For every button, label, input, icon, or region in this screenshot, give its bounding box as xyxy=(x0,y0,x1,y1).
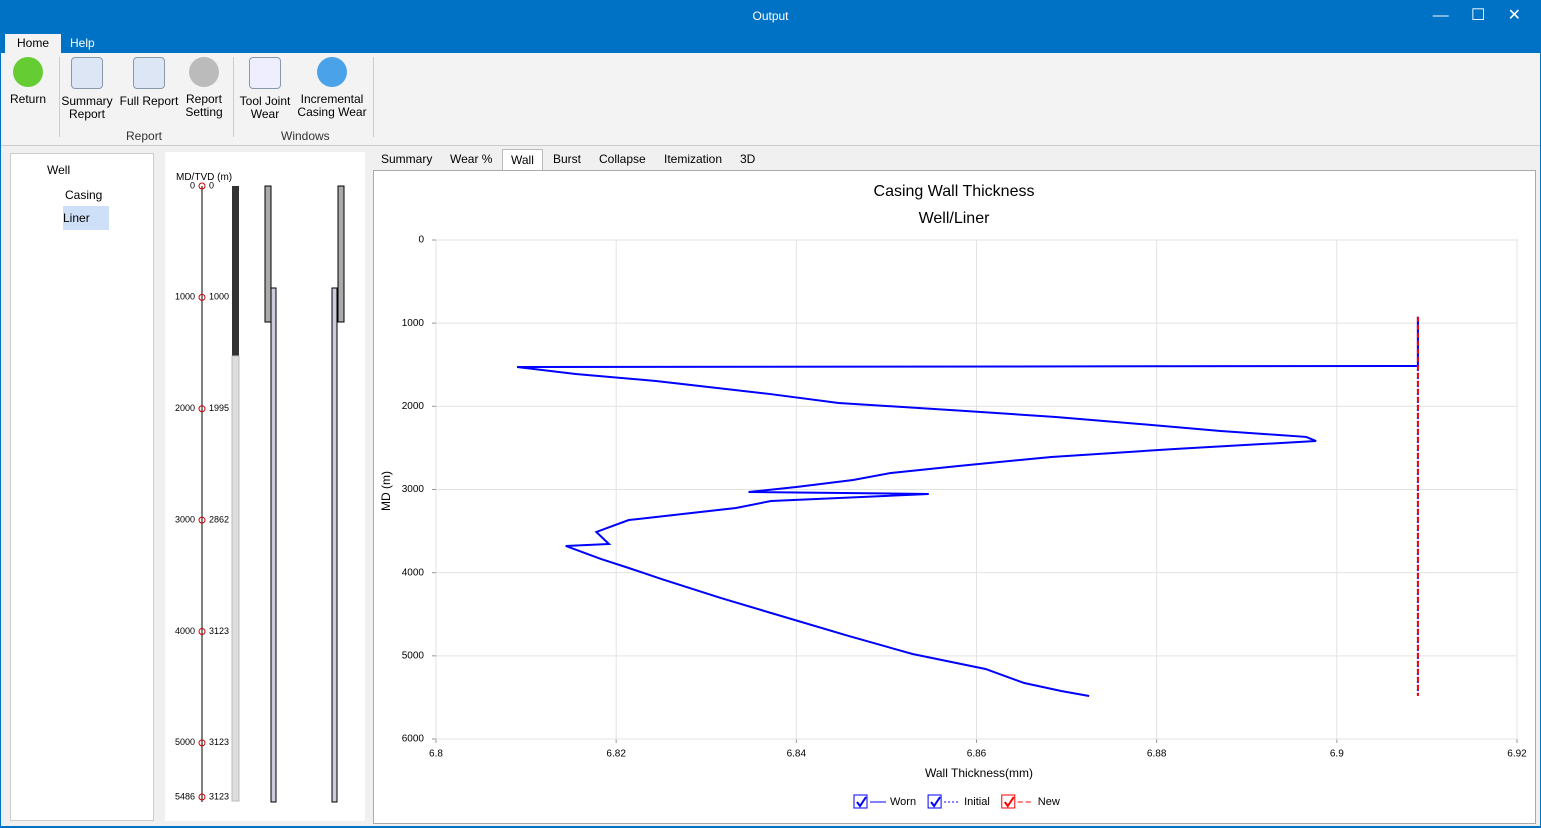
title-bar: Output — ☐ ✕ xyxy=(0,0,1541,32)
md-label: 0 xyxy=(190,180,195,190)
return-button[interactable]: Return xyxy=(0,57,58,106)
x-tick-label: 6.82 xyxy=(606,749,626,760)
ribbon-button[interactable]: Incremental Casing Wear xyxy=(297,57,367,119)
y-tick-label: 4000 xyxy=(402,567,425,578)
legend-checkbox[interactable] xyxy=(1001,794,1016,809)
window-controls[interactable]: — ☐ ✕ xyxy=(1432,7,1521,24)
y-tick-label: 5000 xyxy=(402,650,425,661)
button-label: Report Setting xyxy=(185,92,223,119)
ribbon-button[interactable]: Tool Joint Wear xyxy=(235,57,295,121)
tvd-label: 2862 xyxy=(209,514,229,524)
group-label: Report xyxy=(126,129,163,143)
depth-marker xyxy=(198,405,206,413)
button-label: Summary Report xyxy=(61,94,113,121)
y-tick-label: 3000 xyxy=(402,484,425,495)
md-label: 1000 xyxy=(175,292,195,302)
x-tick-label: 6.84 xyxy=(787,749,807,760)
legend-checkbox[interactable] xyxy=(927,794,942,809)
y-tick-label: 2000 xyxy=(402,401,425,412)
chart-tab[interactable]: Wall xyxy=(502,149,543,170)
y-tick-label: 6000 xyxy=(402,734,425,745)
legend-check xyxy=(930,796,941,808)
depth-marker xyxy=(198,516,206,524)
series-line xyxy=(516,316,1419,697)
chart-title: Casing Wall Thickness xyxy=(874,183,1035,200)
menu-tab[interactable]: Home xyxy=(5,34,62,53)
tvd-label: 1000 xyxy=(209,292,229,302)
x-axis-label: Wall Thickness(mm) xyxy=(925,766,1033,780)
md-label: 2000 xyxy=(175,403,195,413)
tree-node[interactable]: Casing xyxy=(65,188,103,202)
tvd-label: 1995 xyxy=(209,403,229,413)
depth-marker xyxy=(198,182,206,190)
chart: Casing Wall Thickness Well/Liner Wall Th… xyxy=(379,183,1527,809)
button-label: Tool Joint Wear xyxy=(239,94,291,121)
chart-tab[interactable]: Wear % xyxy=(450,152,493,166)
legend-label: Worn xyxy=(890,796,916,808)
ribbon-button[interactable]: Summary Report xyxy=(57,57,117,121)
y-tick-label: 1000 xyxy=(402,318,425,329)
chart-tab[interactable]: Summary xyxy=(381,152,433,166)
depth-marker xyxy=(198,293,206,301)
button-label: Incremental Casing Wear xyxy=(297,92,367,119)
window-title: Output xyxy=(752,9,789,23)
legend-label: Initial xyxy=(964,796,990,808)
md-label: 5000 xyxy=(175,737,195,747)
chart-tab[interactable]: Itemization xyxy=(664,152,723,166)
tvd-label: 3123 xyxy=(209,626,229,636)
chart-panel: Casing Wall Thickness Well/Liner Wall Th… xyxy=(373,170,1536,824)
tvd-label: 3123 xyxy=(209,791,229,801)
depth-marker xyxy=(198,627,206,635)
schematic-header: MD/TVD (m) xyxy=(176,172,233,183)
x-tick-label: 6.9 xyxy=(1330,749,1344,760)
tree-node[interactable]: Liner xyxy=(63,206,109,230)
y-tick-label: 0 xyxy=(418,235,424,246)
menu-tab[interactable]: Help xyxy=(70,36,95,50)
well-schematic: MD/TVD (m) 0 0 1000 1000 2000 1995 3000 2862 400… xyxy=(165,152,365,821)
chart-tab[interactable]: Collapse xyxy=(599,152,646,166)
tvd-label: 3123 xyxy=(209,737,229,747)
md-label: 5486 xyxy=(175,791,195,801)
tree-panel: Well Casing Liner xyxy=(10,153,154,821)
y-axis-label: MD (m) xyxy=(379,471,393,511)
md-label: 3000 xyxy=(175,514,195,524)
legend-check xyxy=(1003,796,1015,808)
depth-marker xyxy=(198,793,206,801)
content: Well Casing Liner MD/TVD (m) 0 0 1000 1000 2… xyxy=(1,146,1540,826)
tvd-label: 0 xyxy=(209,180,214,190)
button-label: Full Report xyxy=(119,94,179,108)
chart-subtitle: Well/Liner xyxy=(919,210,991,227)
legend-label: New xyxy=(1038,796,1060,808)
chart-tab[interactable]: Burst xyxy=(553,152,582,166)
depth-marker xyxy=(198,739,206,747)
chart-tab[interactable]: 3D xyxy=(740,152,756,166)
tree-node[interactable]: Well xyxy=(47,163,71,177)
md-label: 4000 xyxy=(175,626,195,636)
legend-checkbox[interactable] xyxy=(853,794,868,809)
legend-check xyxy=(856,796,867,808)
x-tick-label: 6.8 xyxy=(429,749,443,760)
schematic-drawing: 0 0 1000 1000 2000 1995 3000 2862 4000 3123 5000 31… xyxy=(175,180,345,803)
x-tick-label: 6.86 xyxy=(967,749,987,760)
ribbon-button[interactable]: Full Report xyxy=(118,57,180,108)
group-label: Windows xyxy=(281,129,330,143)
x-tick-label: 6.88 xyxy=(1147,749,1167,760)
button-label: Return xyxy=(9,92,47,106)
ribbon: Return Summary Report Full Report Report… xyxy=(1,53,1540,146)
x-tick-label: 6.92 xyxy=(1507,749,1527,760)
ribbon-button[interactable]: Report Setting xyxy=(174,57,234,119)
